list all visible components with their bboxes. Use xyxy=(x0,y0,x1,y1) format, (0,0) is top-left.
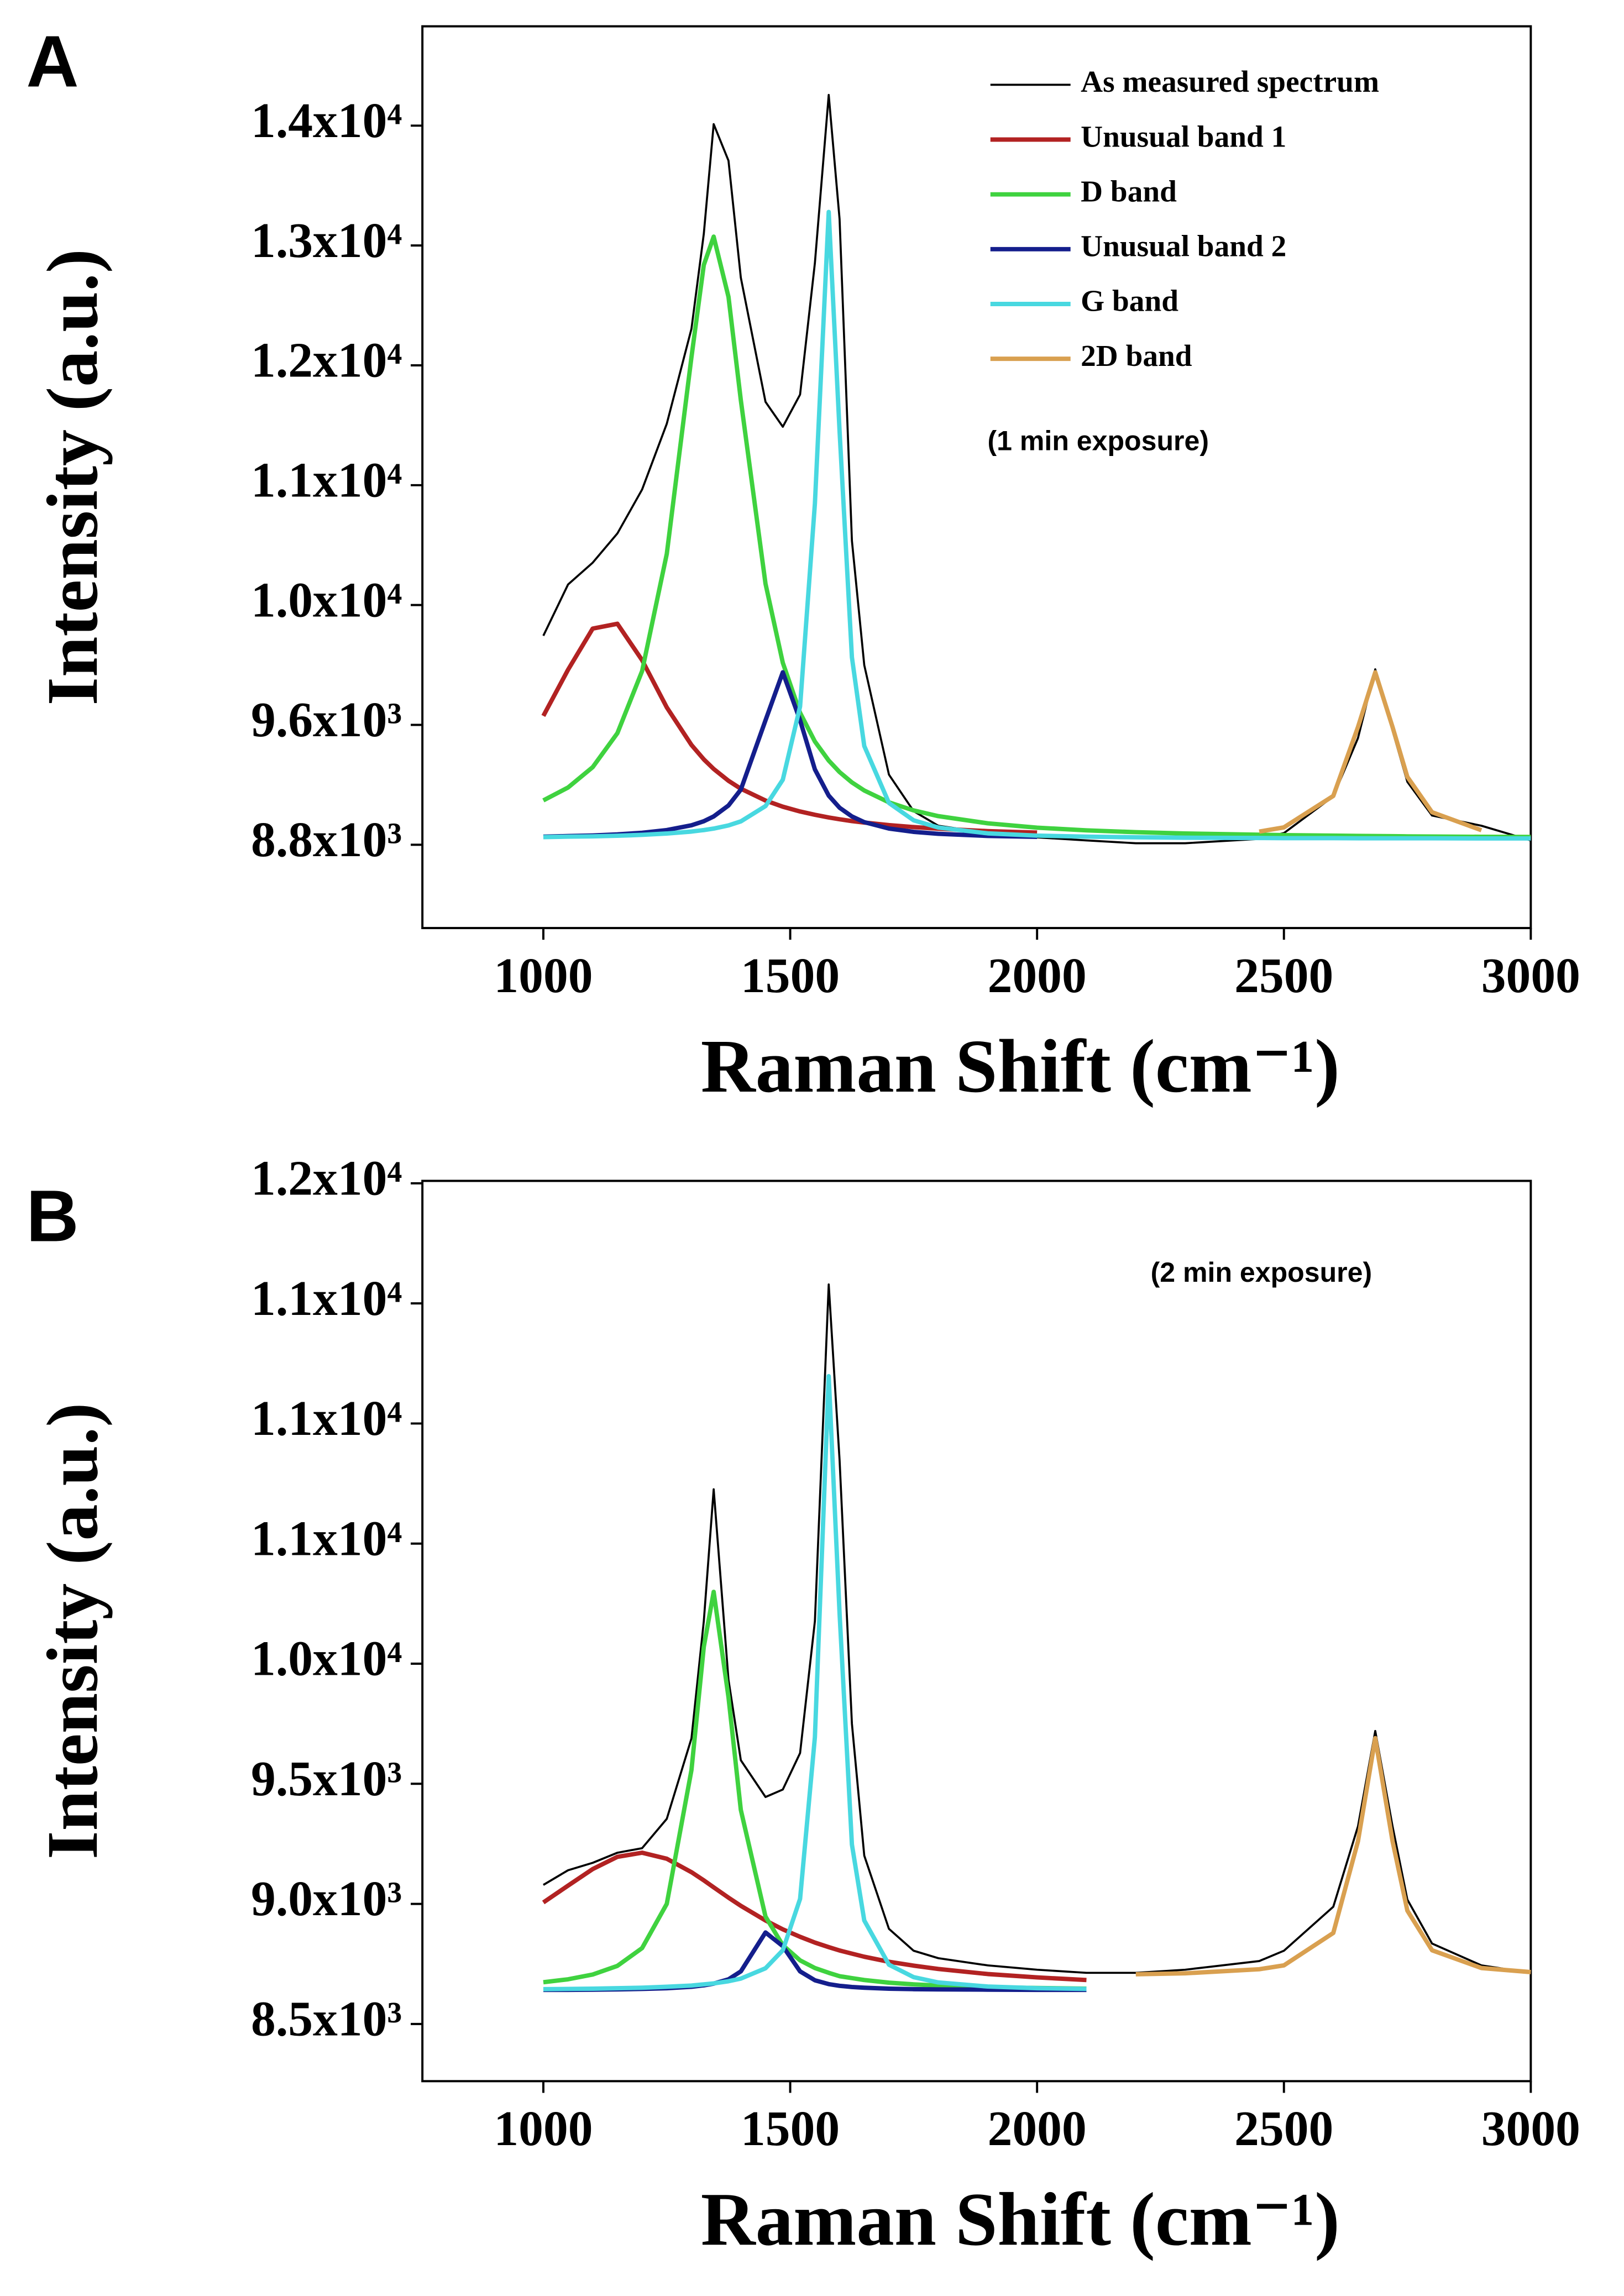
annotation: (2 min exposure) xyxy=(1151,1257,1372,1288)
y-tick-label: 1.0x10⁴ xyxy=(251,1631,402,1686)
plot-frame xyxy=(421,1180,1532,2083)
y-tick-label: 1.2x10⁴ xyxy=(251,333,402,387)
legend-label: G band xyxy=(1081,284,1178,318)
y-axis-label: Intensity (a.u.) xyxy=(32,1403,113,1859)
y-tick-label: 1.1x10⁴ xyxy=(251,1511,402,1566)
y-tick-label: 1.2x10⁴ xyxy=(251,1151,402,1205)
series-line xyxy=(542,1851,1087,1983)
y-axis-label: Intensity (a.u.) xyxy=(32,249,113,705)
y-tick-label: 1.4x10⁴ xyxy=(251,93,402,148)
series-line xyxy=(541,621,1038,835)
panel-label: A xyxy=(26,20,78,102)
y-tick-label: 1.1x10⁴ xyxy=(251,1391,402,1446)
series-line xyxy=(543,1374,1087,1991)
y-tick-label: 8.8x10³ xyxy=(251,812,402,867)
x-axis-label: Raman Shift (cm⁻¹) xyxy=(701,2177,1340,2261)
panel-label: B xyxy=(26,1175,78,1256)
x-tick-label: 3000 xyxy=(1481,948,1580,1003)
legend-label: Unusual band 2 xyxy=(1081,229,1286,263)
legend-label: As measured spectrum xyxy=(1081,65,1379,98)
series-line xyxy=(1135,1736,1531,1977)
x-tick-label: 2000 xyxy=(988,2101,1087,2156)
x-axis-label: Raman Shift (cm⁻¹) xyxy=(701,1024,1340,1108)
y-tick-label: 1.1x10⁴ xyxy=(251,453,402,507)
plot-frame xyxy=(421,25,1532,930)
legend-label: D band xyxy=(1081,174,1177,208)
y-tick-label: 9.6x10³ xyxy=(251,693,402,747)
series-line xyxy=(1259,670,1482,834)
series-line xyxy=(543,209,1531,841)
y-tick-label: 1.3x10⁴ xyxy=(251,213,402,268)
x-tick-label: 3000 xyxy=(1481,2101,1580,2156)
x-tick-label: 2500 xyxy=(1234,948,1333,1003)
annotation: (1 min exposure) xyxy=(988,425,1209,456)
series-line xyxy=(542,93,1531,845)
x-tick-label: 1000 xyxy=(494,948,593,1003)
series-line xyxy=(543,1283,1531,1974)
series-line xyxy=(543,1590,1087,1991)
x-tick-label: 1500 xyxy=(741,2101,840,2156)
y-tick-label: 9.5x10³ xyxy=(251,1752,402,1806)
x-tick-label: 1500 xyxy=(741,948,840,1003)
y-tick-label: 9.0x10³ xyxy=(251,1872,402,1926)
y-tick-label: 1.0x10⁴ xyxy=(251,573,402,627)
y-tick-label: 1.1x10⁴ xyxy=(251,1271,402,1326)
legend-label: 2D band xyxy=(1081,339,1192,373)
series-line xyxy=(542,234,1531,840)
x-tick-label: 1000 xyxy=(494,2101,593,2156)
legend-label: Unusual band 1 xyxy=(1081,119,1286,153)
x-tick-label: 2500 xyxy=(1234,2101,1333,2156)
x-tick-label: 2000 xyxy=(988,948,1087,1003)
y-tick-label: 8.5x10³ xyxy=(251,1991,402,2046)
